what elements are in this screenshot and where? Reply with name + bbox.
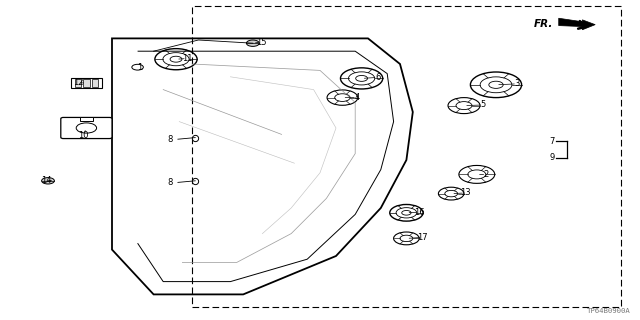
Circle shape <box>42 178 54 184</box>
Bar <box>92 79 98 87</box>
Text: 12: 12 <box>73 78 83 87</box>
Text: 7: 7 <box>549 137 554 146</box>
Polygon shape <box>559 18 595 30</box>
Text: 14: 14 <box>42 176 52 185</box>
Text: 3: 3 <box>515 79 520 88</box>
Text: 5: 5 <box>481 100 486 109</box>
Text: 13: 13 <box>460 188 470 197</box>
Text: 8: 8 <box>167 178 172 187</box>
Bar <box>71 78 102 88</box>
Text: 9: 9 <box>549 153 554 162</box>
FancyBboxPatch shape <box>80 117 93 121</box>
Text: 2: 2 <box>484 170 489 179</box>
Bar <box>75 79 81 87</box>
Text: 1: 1 <box>137 63 142 72</box>
Text: 17: 17 <box>417 233 428 242</box>
Text: 8: 8 <box>167 135 172 144</box>
Text: 11: 11 <box>182 54 192 63</box>
Text: 16: 16 <box>414 208 424 217</box>
Circle shape <box>246 40 259 46</box>
Text: 10: 10 <box>78 131 88 140</box>
Bar <box>83 79 90 87</box>
Text: 4: 4 <box>355 93 360 102</box>
Text: FR.: FR. <box>534 19 554 29</box>
Text: TP64B0900A: TP64B0900A <box>587 308 630 314</box>
FancyBboxPatch shape <box>61 117 112 139</box>
Bar <box>192 6 621 307</box>
Text: 15: 15 <box>256 38 266 47</box>
Text: 6: 6 <box>375 73 380 82</box>
